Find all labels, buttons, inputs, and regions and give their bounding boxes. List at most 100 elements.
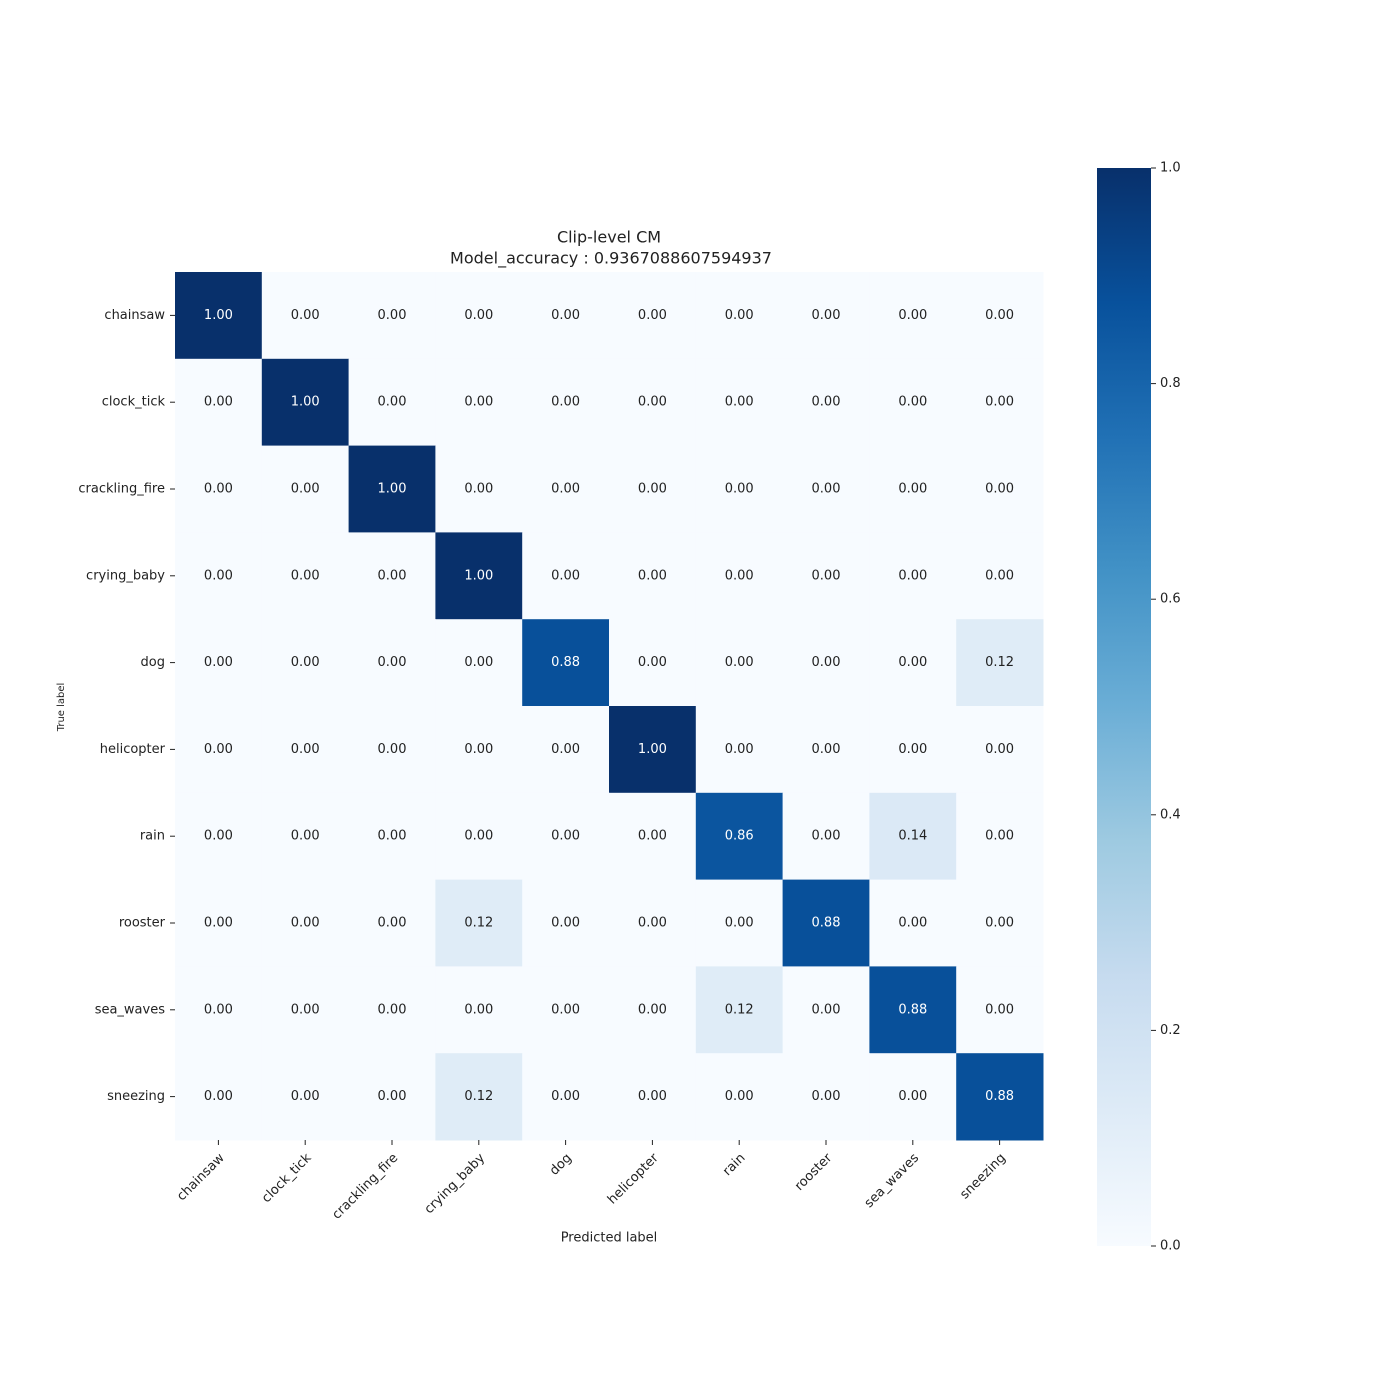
- cell-label: 0.00: [551, 568, 580, 583]
- colorbar: [1097, 168, 1151, 1246]
- cell-label: 0.00: [291, 568, 320, 583]
- cell: [175, 532, 263, 620]
- cell-label: 0.14: [898, 829, 927, 844]
- cell-label: 0.00: [204, 916, 233, 931]
- cell: [522, 966, 610, 1054]
- cell-label: 0.00: [378, 829, 407, 844]
- cell-label: 0.00: [985, 308, 1014, 323]
- cell: [435, 272, 523, 360]
- cell: [435, 966, 523, 1054]
- cell: [695, 358, 784, 447]
- cell: [348, 272, 436, 360]
- cell-label: 0.00: [204, 829, 233, 844]
- x-tick-label: sneezing: [957, 1151, 1009, 1203]
- cell: [609, 706, 697, 794]
- y-tick-label: clock_tick: [102, 395, 166, 410]
- cell: [609, 879, 697, 967]
- cell: [695, 966, 784, 1054]
- y-tick-label: sea_waves: [95, 1002, 166, 1017]
- cell: [175, 879, 263, 967]
- y-tick-label: chainsaw: [104, 308, 165, 323]
- cell-label: 0.00: [638, 655, 667, 670]
- colorbar-tick-label: 0.6: [1160, 592, 1181, 607]
- cell: [695, 272, 784, 360]
- cell-label: 0.00: [812, 1002, 841, 1017]
- cell-label: 0.88: [898, 1002, 927, 1017]
- cell-label: 0.00: [291, 829, 320, 844]
- cell-label: 0.00: [812, 655, 841, 670]
- cell-label: 0.00: [898, 568, 927, 583]
- y-tick-label: dog: [141, 655, 165, 670]
- cell: [435, 792, 523, 881]
- cell-label: 1.00: [291, 395, 320, 410]
- cell: [869, 1053, 957, 1141]
- cell: [348, 532, 436, 620]
- cell: [695, 532, 784, 620]
- cell-label: 0.00: [725, 1089, 754, 1104]
- cell: [956, 706, 1044, 794]
- cell: [695, 619, 784, 707]
- cell-label: 0.00: [551, 916, 580, 931]
- cell-label: 0.00: [725, 916, 754, 931]
- cell: [609, 792, 697, 881]
- chart-subtitle: Model_accuracy : 0.9367088607594937: [450, 249, 772, 269]
- cell: [609, 445, 697, 533]
- cell: [348, 1053, 436, 1141]
- cell: [175, 792, 263, 881]
- cell-label: 0.00: [378, 916, 407, 931]
- y-tick-label: rooster: [119, 916, 166, 931]
- cell-label: 0.00: [204, 1089, 233, 1104]
- cell: [348, 706, 436, 794]
- cell-label: 0.12: [725, 1002, 754, 1017]
- cell-label: 0.00: [204, 568, 233, 583]
- cell-label: 0.00: [204, 655, 233, 670]
- cell-label: 0.00: [725, 482, 754, 497]
- cell-label: 0.00: [985, 568, 1014, 583]
- cell: [869, 358, 957, 447]
- cell: [782, 1053, 870, 1141]
- cell: [435, 619, 523, 707]
- cell-label: 0.00: [464, 1002, 493, 1017]
- cell: [956, 532, 1044, 620]
- cell-label: 0.00: [551, 308, 580, 323]
- cell: [869, 272, 957, 360]
- cell: [261, 706, 350, 794]
- cell: [175, 706, 263, 794]
- cell: [261, 272, 350, 360]
- cell-label: 0.00: [464, 308, 493, 323]
- cell-label: 0.00: [551, 1002, 580, 1017]
- cell: [522, 792, 610, 881]
- cell: [348, 445, 436, 533]
- cell-label: 0.00: [378, 308, 407, 323]
- cell: [261, 358, 350, 447]
- cell: [782, 966, 870, 1054]
- cell: [609, 272, 697, 360]
- cell: [522, 879, 610, 967]
- cell-label: 0.00: [551, 742, 580, 757]
- cell: [782, 532, 870, 620]
- cell: [348, 879, 436, 967]
- x-tick-label: helicopter: [605, 1150, 662, 1207]
- cell-label: 0.00: [812, 1089, 841, 1104]
- cell: [348, 619, 436, 707]
- cell: [609, 966, 697, 1054]
- cell: [261, 619, 350, 707]
- cell: [609, 619, 697, 707]
- cell: [956, 966, 1044, 1054]
- cell-label: 0.88: [985, 1089, 1014, 1104]
- cell-label: 0.00: [378, 742, 407, 757]
- cell-label: 0.00: [898, 395, 927, 410]
- x-tick-label: crackling_fire: [329, 1151, 401, 1223]
- cell: [782, 792, 870, 881]
- cell: [695, 445, 784, 533]
- cell-label: 0.00: [378, 395, 407, 410]
- cell-label: 0.12: [464, 1089, 493, 1104]
- cell-label: 1.00: [204, 308, 233, 323]
- cell-label: 0.00: [291, 482, 320, 497]
- cell-label: 0.00: [898, 742, 927, 757]
- cell-label: 0.00: [898, 1089, 927, 1104]
- cell: [435, 879, 523, 967]
- y-tick-label: crying_baby: [86, 568, 165, 583]
- cell-label: 0.00: [551, 482, 580, 497]
- x-tick-label: dog: [547, 1151, 575, 1179]
